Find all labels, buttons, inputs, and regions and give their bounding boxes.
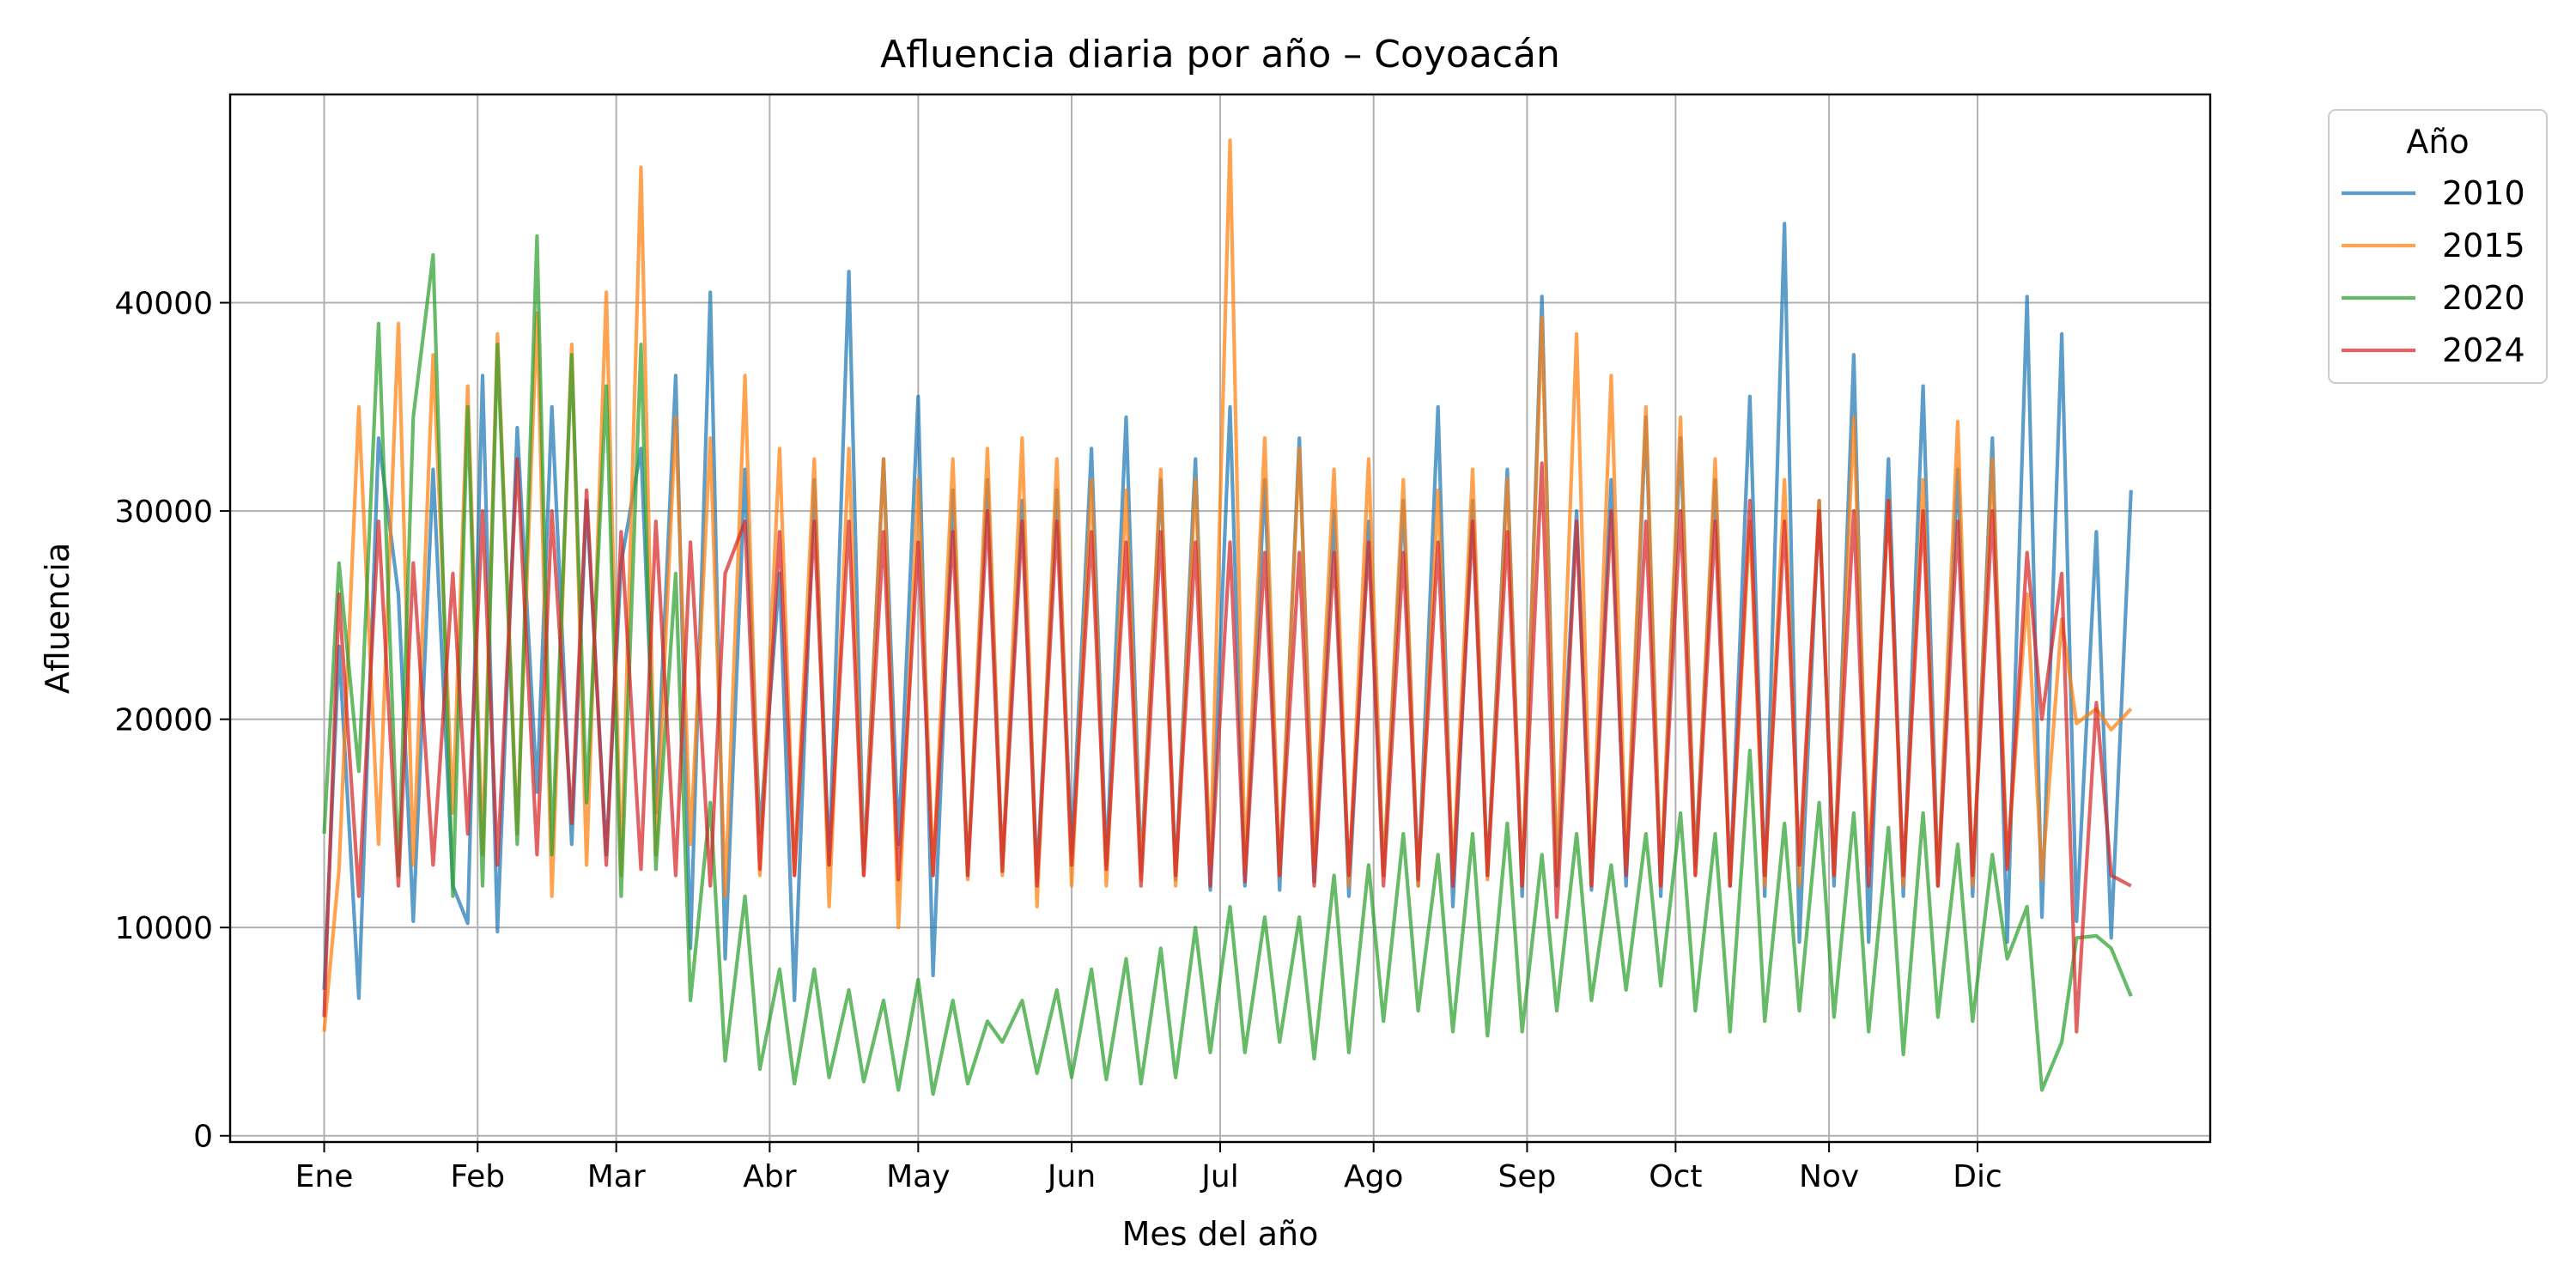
legend-entries: 2010 2015 2020 2024 — [2342, 174, 2525, 369]
y-axis-label: Afluencia — [39, 543, 76, 694]
x-tick-label-jul: Jul — [1200, 1159, 1238, 1194]
series-line-2024 — [322, 457, 2132, 1034]
x-tick-label-abr: Abr — [743, 1159, 796, 1194]
chart-title: Afluencia diaria por año – Coyoacán — [880, 33, 1560, 76]
x-tick-label-jun: Jun — [1046, 1159, 1096, 1194]
y-tick-label: 0 — [193, 1120, 213, 1155]
x-tick-label-mar: Mar — [587, 1159, 646, 1194]
x-tick-label-sep: Sep — [1498, 1159, 1557, 1194]
x-tick-label-may: May — [886, 1159, 950, 1194]
y-axis: 0 10000 20000 30000 40000 — [114, 287, 230, 1155]
x-tick-label-oct: Oct — [1649, 1159, 1702, 1194]
y-tick-label: 40000 — [114, 287, 213, 322]
series-lines — [322, 138, 2133, 1097]
legend-label-2024: 2024 — [2442, 331, 2525, 369]
legend-label-2020: 2020 — [2442, 279, 2525, 317]
x-tick-label-ago: Ago — [1344, 1159, 1404, 1194]
y-tick-label: 30000 — [114, 495, 213, 530]
x-axis-label: Mes del año — [1122, 1215, 1319, 1253]
x-axis: Ene Feb Mar Abr May Jun Jul Ago Sep Oct Nov Dic — [295, 1142, 2002, 1194]
legend-label-2010: 2010 — [2442, 174, 2525, 212]
legend: Año 2010 2015 2020 2024 — [2328, 109, 2548, 384]
x-tick-label-ene: Ene — [295, 1159, 354, 1194]
x-tick-label-dic: Dic — [1953, 1159, 2002, 1194]
legend-title: Año — [2406, 123, 2469, 161]
y-tick-label: 20000 — [114, 703, 213, 738]
x-tick-label-feb: Feb — [450, 1159, 505, 1194]
y-tick-label: 10000 — [114, 911, 213, 946]
x-tick-label-nov: Nov — [1799, 1159, 1859, 1194]
series-line-2020 — [322, 234, 2133, 1097]
legend-box — [2328, 109, 2548, 384]
legend-label-2015: 2015 — [2442, 227, 2525, 264]
